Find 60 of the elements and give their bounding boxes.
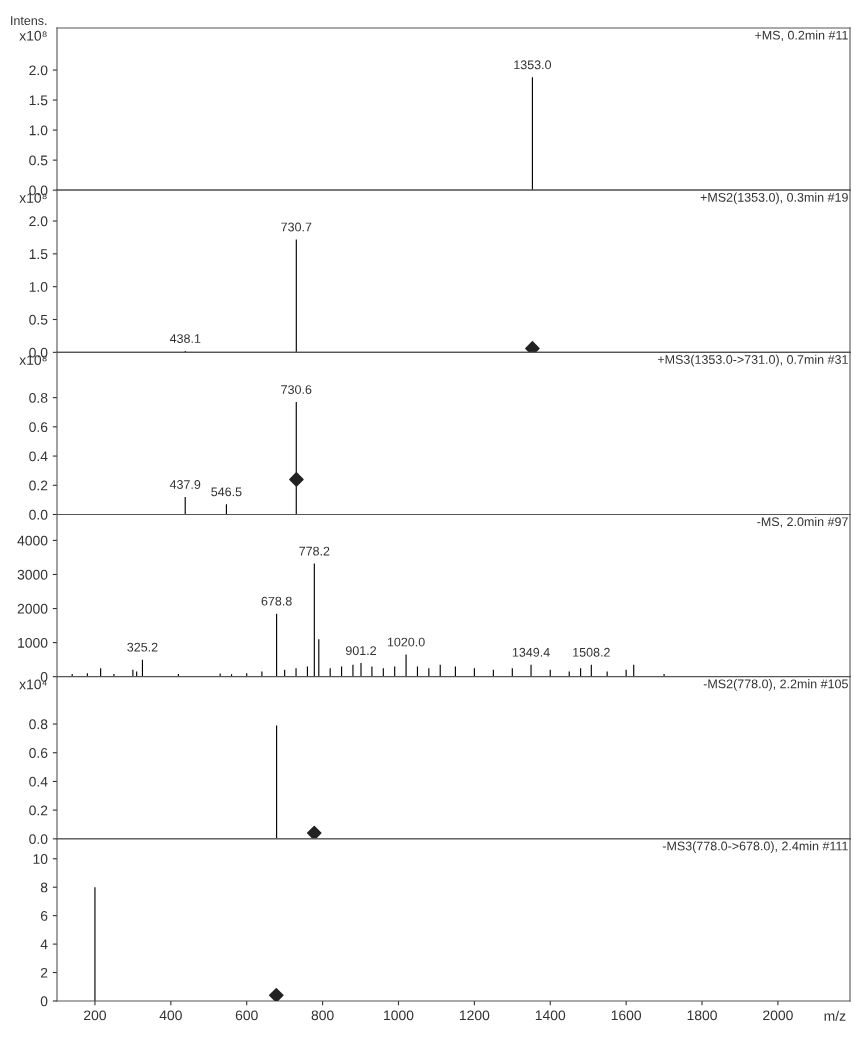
y-tick-label: 6 [40, 910, 48, 921]
y-tick-label: 1.0 [29, 125, 48, 136]
y-tick-label: 2000 [17, 603, 48, 614]
annotation: 778.2 [299, 546, 330, 556]
annotation: 730.7 [281, 222, 312, 232]
y-axis-title: x10⁸ [19, 30, 47, 41]
x-tick-label: 800 [311, 1010, 334, 1021]
annotation: 438.1 [169, 334, 201, 343]
annotation: 1349.4 [512, 647, 550, 657]
y-tick-label: 0 [40, 996, 48, 1007]
y-tick-label: 2.0 [29, 65, 48, 76]
annotation: 1353.0 [514, 60, 552, 70]
y-tick-label: 4000 [17, 535, 48, 546]
chart-title: -MS2(778.0), 2.2min #105 [703, 679, 848, 691]
chart-title: -MS3(778.0->678.0), 2.4min #111 [662, 841, 848, 853]
y-tick-label: 4 [40, 939, 48, 950]
y-tick-label: 0.2 [29, 805, 48, 816]
chart-title: +MS2(1353.0), 0.3min #19 [700, 192, 848, 205]
y-tick-label: 1.5 [29, 95, 48, 106]
x-tick-label: 1000 [384, 1010, 414, 1021]
chart-title: +MS3(1353.0->731.0), 0.7min #31 [657, 354, 848, 367]
y-tick-label: 0.4 [29, 776, 48, 787]
x-tick-label: 1800 [687, 1010, 717, 1021]
y-tick-label: 0.6 [29, 422, 48, 433]
y-tick-label: 1.5 [29, 249, 48, 260]
x-tick-label: 400 [159, 1010, 182, 1021]
chart-title: -MS, 2.0min #97 [757, 516, 848, 528]
y-tick-label: 8 [40, 882, 48, 893]
x-tick-label: 1600 [611, 1010, 642, 1021]
annotation: 730.6 [281, 385, 312, 394]
y-tick-label: 0.4 [29, 451, 48, 462]
y-tick-label: 0.0 [29, 509, 48, 520]
y-tick-label: 1000 [18, 637, 48, 648]
y-tick-label: 0.8 [29, 392, 48, 403]
y-tick-label: 0.6 [29, 748, 48, 758]
x-tick-label: 200 [84, 1010, 106, 1021]
annotation: 901.2 [345, 646, 377, 656]
y-tick-label: 0.0 [29, 834, 48, 844]
y-tick-label: 10 [33, 854, 48, 864]
x-axis-title: m/z [824, 1010, 846, 1021]
annotation: 325.2 [127, 642, 158, 652]
annotation: 678.8 [261, 596, 292, 606]
y-tick-label: 0.5 [29, 314, 48, 325]
x-tick-label: 2000 [763, 1010, 793, 1021]
text: Intens. [11, 16, 47, 26]
annotation: 1508.2 [573, 647, 610, 657]
y-tick-label: 2 [40, 967, 48, 978]
y-tick-label: 0.2 [29, 480, 48, 491]
y-tick-label: 0.8 [29, 719, 48, 730]
chart-title: +MS, 0.2min #11 [755, 30, 848, 42]
y-tick-label: 2.0 [29, 216, 48, 227]
annotation: 1020.0 [387, 637, 425, 647]
x-tick-label: 600 [235, 1010, 258, 1021]
x-tick-label: 1200 [459, 1010, 490, 1021]
y-tick-label: 1.0 [29, 282, 48, 292]
x-tick-label: 1400 [535, 1010, 566, 1021]
annotation: 546.5 [211, 487, 242, 497]
y-tick-label: 3000 [17, 569, 48, 580]
y-tick-label: 0.5 [29, 155, 48, 166]
annotation: 437.9 [169, 480, 201, 489]
